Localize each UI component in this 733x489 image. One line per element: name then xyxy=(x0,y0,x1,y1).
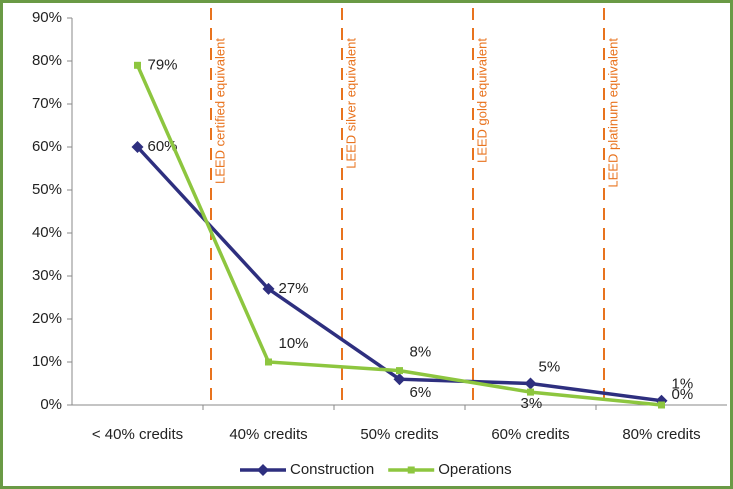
y-tick-label: 90% xyxy=(32,9,62,26)
y-tick-label: 80% xyxy=(32,52,62,69)
threshold-label: LEED certified equivalent xyxy=(212,38,227,184)
point-marker xyxy=(265,358,272,366)
y-tick-label: 40% xyxy=(32,224,62,241)
legend-marker xyxy=(407,466,415,474)
x-tick-label: < 40% credits xyxy=(92,426,183,443)
y-tick-label: 30% xyxy=(32,267,62,284)
point-marker xyxy=(131,141,144,153)
y-tick-label: 20% xyxy=(32,310,62,327)
point-marker xyxy=(262,282,275,295)
data-label: 27% xyxy=(279,280,309,297)
y-tick-label: 50% xyxy=(32,181,62,198)
point-marker xyxy=(658,401,665,409)
data-label: 8% xyxy=(410,344,432,361)
threshold-label: LEED gold equivalent xyxy=(474,38,489,163)
legend-label: Operations xyxy=(438,461,511,478)
data-label: 10% xyxy=(279,335,309,352)
point-marker xyxy=(524,377,537,390)
data-label: 0% xyxy=(672,386,694,403)
x-tick-label: 40% credits xyxy=(229,426,307,443)
point-marker xyxy=(396,367,403,375)
data-label: 3% xyxy=(521,395,543,412)
data-label: 79% xyxy=(148,56,178,73)
point-marker xyxy=(393,373,406,386)
legend-marker xyxy=(257,464,269,476)
legend-label: Construction xyxy=(290,461,374,478)
y-tick-label: 10% xyxy=(32,353,62,370)
x-tick-label: 60% credits xyxy=(491,426,569,443)
x-tick-label: 50% credits xyxy=(360,426,438,443)
point-marker xyxy=(134,61,141,69)
x-tick-label: 80% credits xyxy=(622,426,700,443)
threshold-label: LEED silver equivalent xyxy=(343,38,358,169)
point-marker xyxy=(527,388,534,396)
y-tick-label: 0% xyxy=(40,396,62,413)
y-tick-label: 60% xyxy=(32,138,62,155)
threshold-label: LEED platinum equivalent xyxy=(605,38,620,188)
data-label: 5% xyxy=(539,358,561,375)
data-label: 6% xyxy=(410,384,432,401)
y-tick-label: 70% xyxy=(32,95,62,112)
data-label: 1% xyxy=(672,376,694,393)
